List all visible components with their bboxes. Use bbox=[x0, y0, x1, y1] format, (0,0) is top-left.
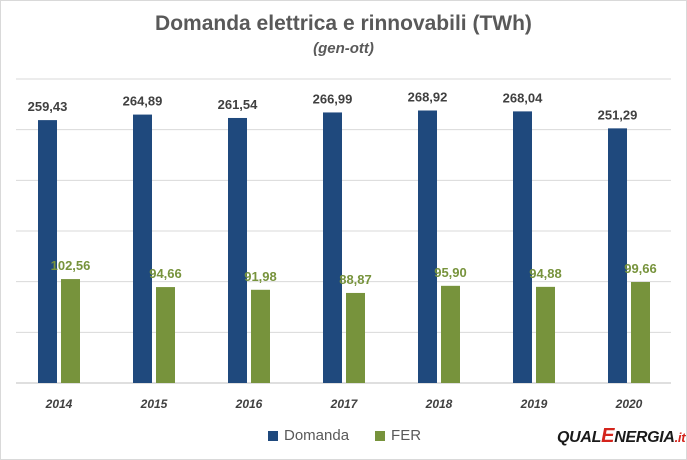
data-label-fer-2016: 91,98 bbox=[244, 269, 277, 284]
legend-item-fer: FER bbox=[375, 427, 421, 444]
legend-swatch-fer bbox=[375, 430, 386, 441]
x-tick-label-2020: 2020 bbox=[615, 397, 643, 411]
data-label-domanda-2014: 259,43 bbox=[28, 99, 68, 114]
bar-domanda-2018 bbox=[418, 110, 437, 384]
bar-domanda-2020 bbox=[608, 128, 627, 383]
x-tick-label-2016: 2016 bbox=[235, 397, 263, 411]
legend-label-domanda: Domanda bbox=[284, 427, 350, 444]
bar-fer-2017 bbox=[346, 292, 365, 383]
data-label-domanda-2019: 268,04 bbox=[503, 90, 544, 105]
data-label-fer-2020: 99,66 bbox=[624, 261, 657, 276]
legend-swatch-domanda bbox=[268, 430, 278, 441]
bar-fer-2018 bbox=[441, 285, 460, 383]
legend-item-domanda: Domanda bbox=[268, 427, 349, 444]
data-label-domanda-2020: 251,29 bbox=[598, 107, 638, 122]
data-label-domanda-2015: 264,89 bbox=[123, 94, 163, 109]
data-label-domanda-2016: 261,54 bbox=[218, 97, 259, 112]
data-label-fer-2017: 88,87 bbox=[339, 272, 372, 287]
bar-fer-2020 bbox=[631, 282, 650, 383]
x-tick-label-2017: 2017 bbox=[330, 397, 359, 411]
chart-subtitle: (gen-ott) bbox=[313, 40, 374, 57]
x-tick-label-2019: 2019 bbox=[520, 397, 548, 411]
legend: Domanda FER bbox=[268, 427, 447, 444]
data-label-fer-2015: 94,66 bbox=[149, 266, 182, 281]
x-tick-label-2015: 2015 bbox=[140, 397, 168, 411]
bar-fer-2019 bbox=[536, 286, 555, 383]
bar-domanda-2016 bbox=[228, 117, 247, 383]
bar-domanda-2019 bbox=[513, 111, 532, 383]
bar-domanda-2015 bbox=[133, 114, 152, 384]
bar-fer-2014 bbox=[61, 279, 80, 383]
bar-fer-2015 bbox=[156, 287, 175, 383]
data-label-domanda-2018: 268,92 bbox=[408, 89, 448, 104]
bar-domanda-2017 bbox=[323, 112, 342, 383]
data-label-fer-2019: 94,88 bbox=[529, 266, 562, 281]
chart-title: Domanda elettrica e rinnovabili (TWh) bbox=[155, 12, 532, 35]
x-tick-label-2014: 2014 bbox=[45, 397, 73, 411]
data-label-fer-2014: 102,56 bbox=[51, 258, 91, 273]
qualenergia-logo: QUALENERGIA.it bbox=[557, 425, 686, 447]
bar-domanda-2014 bbox=[38, 120, 57, 383]
x-tick-label-2018: 2018 bbox=[425, 397, 453, 411]
data-label-domanda-2017: 266,99 bbox=[313, 91, 353, 106]
bar-fer-2016 bbox=[251, 289, 270, 383]
data-label-fer-2018: 95,90 bbox=[434, 265, 467, 280]
legend-label-fer: FER bbox=[391, 427, 422, 444]
